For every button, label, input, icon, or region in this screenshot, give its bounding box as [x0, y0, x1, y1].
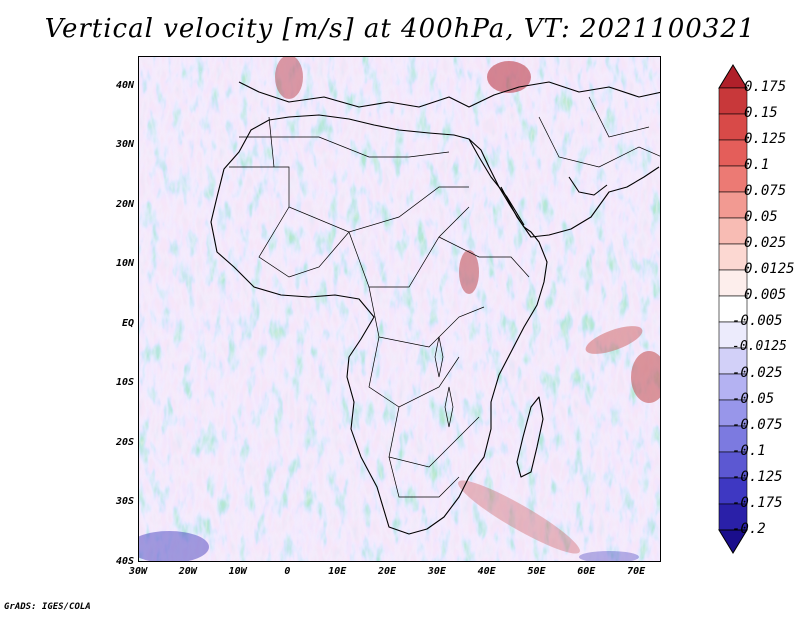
colorbar-segment [718, 451, 748, 479]
colorbar-tick-label: -0.125 [732, 469, 783, 485]
longitude-label: 30W [128, 566, 148, 577]
persian-gulf-coast [568, 176, 608, 196]
chart-title: Vertical velocity [m/s] at 400hPa, VT: 2… [44, 14, 756, 44]
country-border [388, 406, 480, 468]
colorbar-tick-label: 0.05 [744, 209, 778, 225]
upward-motion-region [458, 480, 580, 554]
country-border [588, 96, 650, 138]
country-border [388, 456, 460, 498]
colorbar-tick-label: 0.025 [744, 235, 787, 251]
arabia-coastline [500, 166, 660, 238]
downward-motion-region [139, 531, 209, 561]
upward-motion-region [275, 57, 303, 99]
colorbar-segment [718, 113, 748, 141]
downward-motion-region [579, 551, 639, 561]
colorbar-tick-label: -0.025 [732, 365, 783, 381]
red-sea-coast [468, 138, 525, 226]
colorbar-tick-label: -0.075 [732, 417, 783, 433]
colorbar-tick-label: 0.0125 [744, 261, 795, 277]
country-border [438, 236, 530, 278]
latitude-label: 30S [115, 496, 134, 508]
latitude-label: 40S [115, 556, 134, 567]
latitude-label: EQ [121, 317, 134, 329]
country-border [368, 286, 485, 348]
colorbar-bottom-arrow [718, 529, 748, 554]
latitude-label: 40N [115, 79, 134, 91]
colorbar-tick-label: -0.05 [732, 391, 775, 407]
colorbar-segment [718, 217, 748, 245]
map-panel [138, 56, 661, 562]
colorbar-tick-label: 0.075 [744, 183, 787, 199]
colorbar-tick-label: -0.005 [732, 313, 783, 329]
lake-outline [444, 386, 454, 428]
longitude-label: 30E [427, 566, 446, 577]
longitude-label: 70E [627, 566, 646, 577]
longitude-label: 60E [577, 566, 596, 577]
colorbar-tick-label: -0.2 [732, 521, 766, 537]
colorbar-tick-label: 0.175 [744, 79, 787, 95]
upward-motion-region [487, 61, 531, 93]
longitude-label: 10E [328, 566, 347, 577]
country-border [268, 116, 275, 168]
colorbar-segment [718, 347, 748, 375]
colorbar-top-arrow [718, 64, 748, 89]
colorbar [718, 64, 748, 554]
colorbar-segment [718, 321, 748, 349]
colorbar-tick-label: -0.175 [732, 495, 783, 511]
colorbar-segment [718, 139, 748, 167]
latitude-label: 10S [115, 377, 134, 389]
colorbar-tick-label: 0.125 [744, 131, 787, 147]
latitude-label: 30N [115, 139, 134, 151]
colorbar-tick-label: 0.005 [744, 287, 787, 303]
colorbar-segment [718, 295, 748, 323]
colorbar-segment [718, 399, 748, 427]
map-canvas [139, 57, 660, 561]
longitude-label: 20W [178, 566, 197, 577]
colorbar-tick-label: -0.1 [732, 443, 766, 459]
country-border [348, 206, 470, 288]
longitude-label: 0 [284, 566, 291, 577]
africa-coastline [210, 114, 548, 535]
colorbar-tick-label: -0.0125 [732, 339, 787, 354]
colorbar-tick-label: 0.1 [744, 157, 770, 173]
longitude-label: 40E [477, 566, 496, 577]
longitude-label: 10W [228, 566, 247, 577]
credit-text: GrADS: IGES/COLA [4, 602, 91, 612]
mediterranean-coast [238, 81, 660, 108]
colorbar-graphic [718, 64, 748, 554]
colorbar-segment [718, 87, 748, 115]
latitude-label: 20S [115, 436, 134, 448]
colorbar-segment [718, 243, 748, 271]
madagascar-outline [516, 396, 544, 478]
longitude-label: 50E [527, 566, 546, 577]
longitude-label: 20E [378, 566, 397, 577]
colorbar-tick-label: 0.15 [744, 105, 778, 121]
colorbar-segment [718, 165, 748, 193]
country-border [538, 116, 660, 168]
colorbar-segment [718, 269, 748, 297]
country-border [239, 136, 450, 158]
latitude-label: 10N [115, 258, 134, 270]
field-streaks [139, 57, 660, 561]
colorbar-segment [718, 191, 748, 219]
country-border [258, 206, 350, 278]
upward-motion-region [585, 326, 643, 354]
upward-motion-region [631, 351, 660, 403]
upward-motion-region [459, 250, 479, 294]
latitude-label: 20N [115, 198, 134, 210]
lake-outline [434, 336, 444, 378]
